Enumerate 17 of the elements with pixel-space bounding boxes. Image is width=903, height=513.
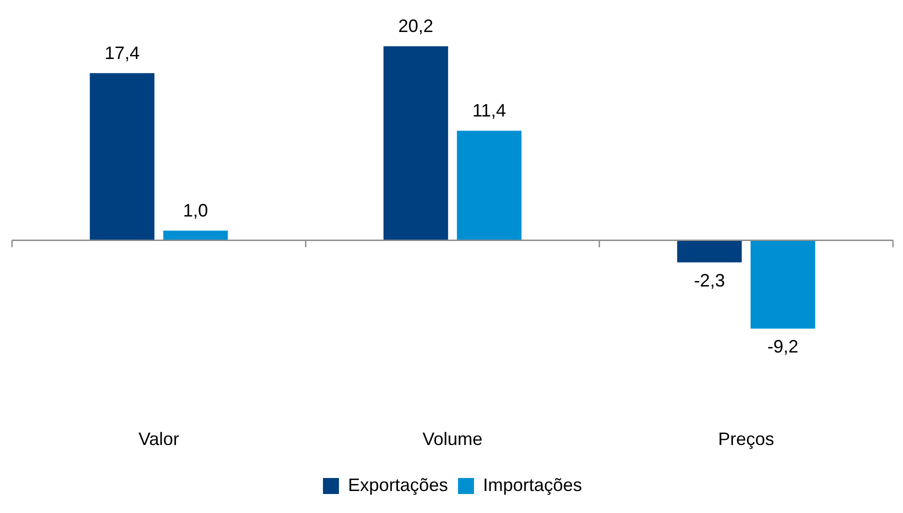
bar <box>750 240 816 329</box>
x-tick-label: Preços <box>718 429 774 450</box>
legend-label: Importações <box>483 474 582 495</box>
legend-label: Exportações <box>348 474 448 495</box>
data-label: 17,4 <box>104 43 140 64</box>
bar <box>456 130 522 240</box>
x-tick-label: Valor <box>138 429 180 450</box>
bar <box>383 46 448 240</box>
data-label: -9,2 <box>767 336 798 357</box>
bar <box>163 230 228 240</box>
bar <box>90 73 154 240</box>
data-label: -2,3 <box>694 270 725 290</box>
data-label: 11,4 <box>472 100 506 121</box>
x-tick-label: Volume <box>422 429 483 450</box>
bar <box>677 240 742 262</box>
data-label: 20,2 <box>398 16 434 36</box>
data-label: 1,0 <box>183 200 208 221</box>
